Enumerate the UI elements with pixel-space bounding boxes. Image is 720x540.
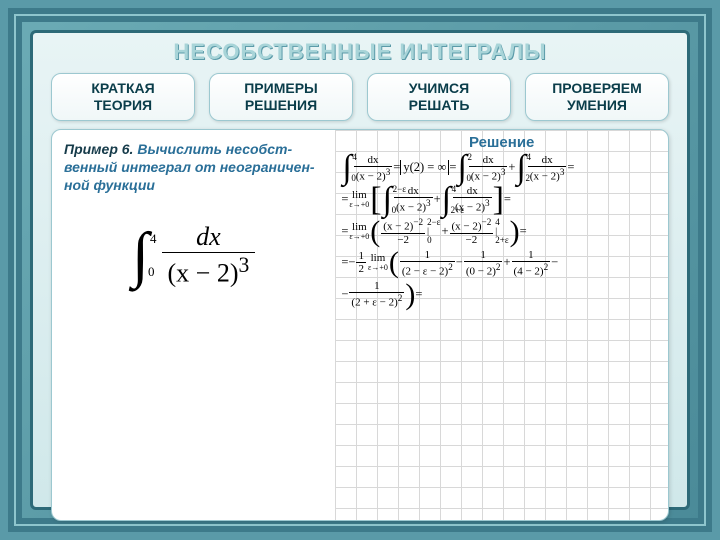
problem-line: венный интеграл от неограничен- bbox=[64, 159, 315, 175]
upper-bound: 4 bbox=[150, 235, 157, 243]
tab-check[interactable]: ПРОВЕРЯЕМ УМЕНИЯ bbox=[525, 73, 669, 121]
math-line-2: = limε→+0 [ ∫2−ε0 dx(x − 2)3 + ∫42+ε dx(… bbox=[341, 185, 662, 214]
denominator: (x − 2)3 bbox=[162, 253, 256, 289]
tab-label: ПРИМЕРЫ bbox=[244, 80, 318, 96]
tab-label: РЕШАТЬ bbox=[409, 97, 470, 113]
problem-text: Пример 6. Вычислить несобст- венный инте… bbox=[64, 140, 323, 195]
tab-bar: КРАТКАЯ ТЕОРИЯ ПРИМЕРЫ РЕШЕНИЯ УЧИМСЯ РЕ… bbox=[33, 69, 687, 129]
slide-panel: НЕСОБСТВЕННЫЕ ИНТЕГРАЛЫ КРАТКАЯ ТЕОРИЯ П… bbox=[30, 30, 690, 510]
lower-bound: 0 bbox=[148, 268, 155, 276]
tab-label: УЧИМСЯ bbox=[409, 80, 469, 96]
math-line-3: = limε→+0 ( (x − 2)−2−2 2−ε|0 + (x − 2)−… bbox=[341, 217, 662, 246]
tab-label: ПРОВЕРЯЕМ bbox=[552, 80, 642, 96]
page-title: НЕСОБСТВЕННЫЕ ИНТЕГРАЛЫ bbox=[33, 33, 687, 69]
integrand: dx (x − 2)3 bbox=[162, 222, 256, 289]
tab-learn[interactable]: УЧИМСЯ РЕШАТЬ bbox=[367, 73, 511, 121]
example-number: Пример 6. bbox=[64, 141, 133, 157]
tab-theory[interactable]: КРАТКАЯ ТЕОРИЯ bbox=[51, 73, 195, 121]
problem-line: ной bbox=[64, 177, 90, 193]
integral-sign: ∫ 4 0 bbox=[132, 237, 149, 274]
solution-pane: Решение ∫40 dx(x − 2)3 = y(2) = ∞ = ∫20 … bbox=[335, 130, 668, 520]
tab-label: КРАТКАЯ bbox=[91, 80, 154, 96]
math-line-4: = − 12 limε→+0 ( 1(2 − ε − 2)2 − 1(0 − 2… bbox=[341, 249, 662, 278]
solution-heading: Решение bbox=[341, 134, 662, 151]
decorative-frame: НЕСОБСТВЕННЫЕ ИНТЕГРАЛЫ КРАТКАЯ ТЕОРИЯ П… bbox=[8, 8, 712, 532]
tab-examples[interactable]: ПРИМЕРЫ РЕШЕНИЯ bbox=[209, 73, 353, 121]
tab-label: РЕШЕНИЯ bbox=[245, 97, 317, 113]
content-area: Пример 6. Вычислить несобст- венный инте… bbox=[51, 129, 669, 521]
numerator: dx bbox=[162, 222, 256, 253]
problem-integral: ∫ 4 0 dx (x − 2)3 bbox=[64, 222, 323, 289]
problem-line: Вычислить несобст- bbox=[137, 141, 292, 157]
problem-line: функции bbox=[93, 177, 155, 193]
problem-pane: Пример 6. Вычислить несобст- венный инте… bbox=[52, 130, 335, 520]
math-line-1: ∫40 dx(x − 2)3 = y(2) = ∞ = ∫20 dx(x − 2… bbox=[341, 154, 662, 183]
tab-label: УМЕНИЯ bbox=[567, 97, 627, 113]
abs-value: y(2) = ∞ bbox=[400, 160, 449, 175]
math-line-5: − 1(2 + ε − 2)2 ) = bbox=[341, 280, 662, 309]
tab-label: ТЕОРИЯ bbox=[94, 97, 152, 113]
